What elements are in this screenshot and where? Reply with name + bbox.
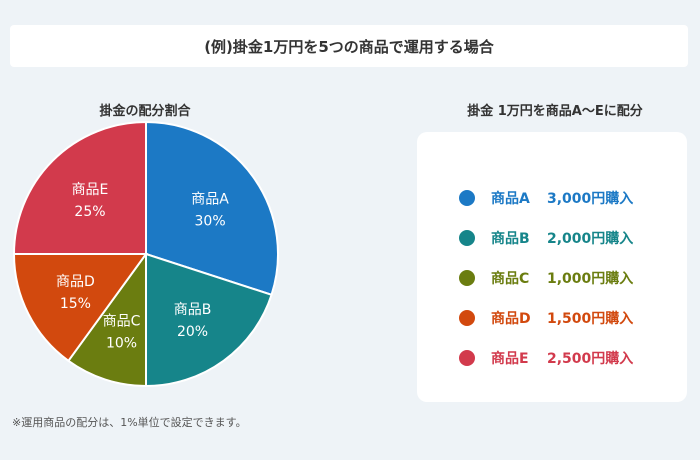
legend-marker-c	[459, 270, 475, 286]
footnote: ※運用商品の配分は、1%単位で設定できます。	[12, 416, 247, 429]
legend-marker-a	[459, 190, 475, 206]
slice-name-label: 商品B	[174, 302, 212, 318]
allocation-pie-chart: 商品A 30% 商品B 20% 商品C 10% 商品D 15% 商品E 25%	[12, 120, 279, 388]
legend-list: 商品A 3,000円購入 商品B 2,000円購入 商品C 1,000円購入 商…	[459, 178, 667, 378]
legend-name: 商品C	[491, 271, 530, 287]
slice-percent-label: 25%	[74, 204, 105, 220]
slice-percent-label: 20%	[177, 324, 208, 340]
page-title: (例)掛金1万円を5つの商品で運用する場合	[10, 25, 688, 67]
pie-chart-heading: 掛金の配分割合	[99, 104, 191, 119]
legend-item-c: 商品C 1,000円購入	[459, 258, 667, 298]
legend-name: 商品E	[491, 351, 529, 367]
slice-name-label: 商品C	[103, 313, 141, 329]
legend-marker-e	[459, 350, 475, 366]
legend-amount: 2,500円購入	[547, 351, 634, 367]
pie-slice-a	[145, 120, 279, 297]
slice-name-label: 商品D	[56, 274, 95, 290]
slice-name-label: 商品A	[191, 191, 229, 207]
slice-name-label: 商品E	[72, 182, 109, 198]
legend-item-d: 商品D 1,500円購入	[459, 298, 667, 338]
legend-name: 商品A	[491, 191, 530, 207]
pie-slice-e	[12, 120, 147, 255]
slice-percent-label: 10%	[106, 335, 137, 351]
legend-name: 商品B	[491, 231, 530, 247]
legend-amount: 1,000円購入	[547, 271, 634, 287]
pie-slice-d	[12, 253, 148, 363]
pie-slice-b	[145, 252, 273, 388]
slice-percent-label: 15%	[60, 296, 91, 312]
legend-card: 商品A 3,000円購入 商品B 2,000円購入 商品C 1,000円購入 商…	[417, 132, 687, 402]
legend-item-e: 商品E 2,500円購入	[459, 338, 667, 378]
legend-name: 商品D	[491, 311, 531, 327]
legend-marker-d	[459, 310, 475, 326]
legend-amount: 3,000円購入	[547, 191, 634, 207]
pie-slice-c	[67, 250, 147, 388]
legend-item-a: 商品A 3,000円購入	[459, 178, 667, 218]
legend-amount: 2,000円購入	[547, 231, 634, 247]
legend-amount: 1,500円購入	[547, 311, 634, 327]
legend-marker-b	[459, 230, 475, 246]
slice-percent-label: 30%	[195, 213, 226, 229]
legend-heading: 掛金 1万円を商品A〜Eに配分	[467, 104, 643, 119]
legend-item-b: 商品B 2,000円購入	[459, 218, 667, 258]
